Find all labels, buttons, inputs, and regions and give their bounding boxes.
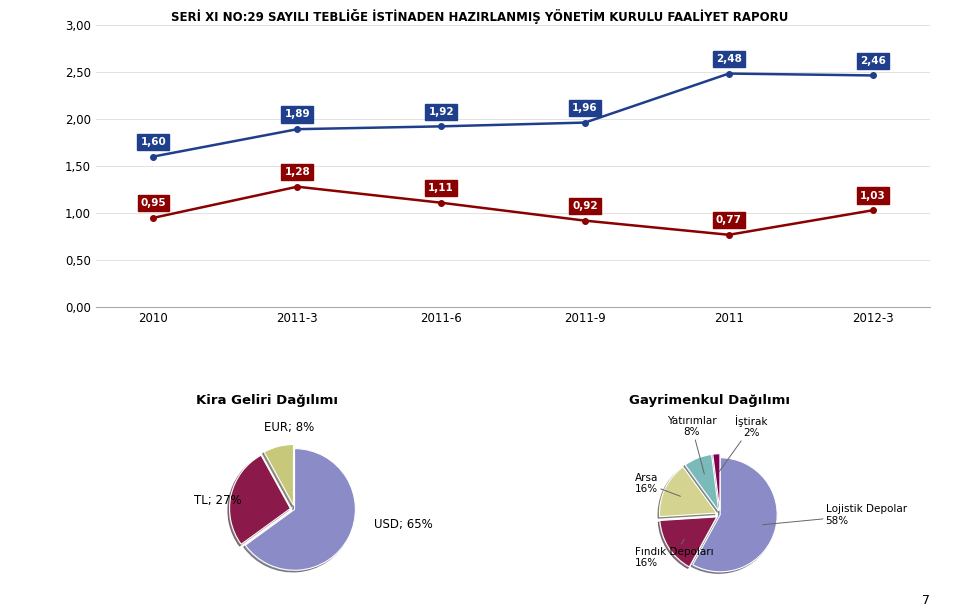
Text: 2,46: 2,46 xyxy=(860,56,885,66)
Text: Kira Geliri Dağılımı: Kira Geliri Dağılımı xyxy=(196,394,338,407)
Wedge shape xyxy=(246,449,356,570)
Text: 7: 7 xyxy=(923,594,930,607)
Wedge shape xyxy=(685,454,718,511)
Text: SERİ XI NO:29 SAYILI TEBLİĞE İSTİNADEN HAZIRLANMIŞ YÖNETİM KURULU FAALİYET RAPOR: SERİ XI NO:29 SAYILI TEBLİĞE İSTİNADEN H… xyxy=(171,9,788,24)
Text: 1,11: 1,11 xyxy=(429,183,454,193)
Text: 1,92: 1,92 xyxy=(429,107,454,116)
Text: 1,60: 1,60 xyxy=(141,137,166,147)
Text: Lojistik Depolar
58%: Lojistik Depolar 58% xyxy=(762,504,907,525)
Text: Yatırımlar
8%: Yatırımlar 8% xyxy=(667,416,716,474)
Text: 1,96: 1,96 xyxy=(573,103,597,113)
Text: 1,03: 1,03 xyxy=(860,191,885,200)
Text: 0,92: 0,92 xyxy=(573,201,597,211)
Wedge shape xyxy=(660,517,716,567)
Text: Fındık Depoları
16%: Fındık Depoları 16% xyxy=(635,539,713,568)
Text: Gayrimenkul Dağılımı: Gayrimenkul Dağılımı xyxy=(629,394,790,407)
Text: İştirak
2%: İştirak 2% xyxy=(719,414,768,471)
Text: TL; 27%: TL; 27% xyxy=(194,494,242,507)
Text: 0,77: 0,77 xyxy=(715,215,742,225)
Text: 1,89: 1,89 xyxy=(285,110,310,120)
Text: USD; 65%: USD; 65% xyxy=(374,518,433,531)
Wedge shape xyxy=(713,454,720,511)
Wedge shape xyxy=(660,467,716,517)
Text: EUR; 8%: EUR; 8% xyxy=(264,421,315,434)
Text: 1,28: 1,28 xyxy=(285,167,310,177)
Wedge shape xyxy=(264,444,293,505)
Text: Arsa
16%: Arsa 16% xyxy=(635,473,681,497)
Text: 0,95: 0,95 xyxy=(141,198,166,208)
Text: 2,48: 2,48 xyxy=(716,54,741,64)
Wedge shape xyxy=(229,455,291,544)
Wedge shape xyxy=(692,458,777,572)
